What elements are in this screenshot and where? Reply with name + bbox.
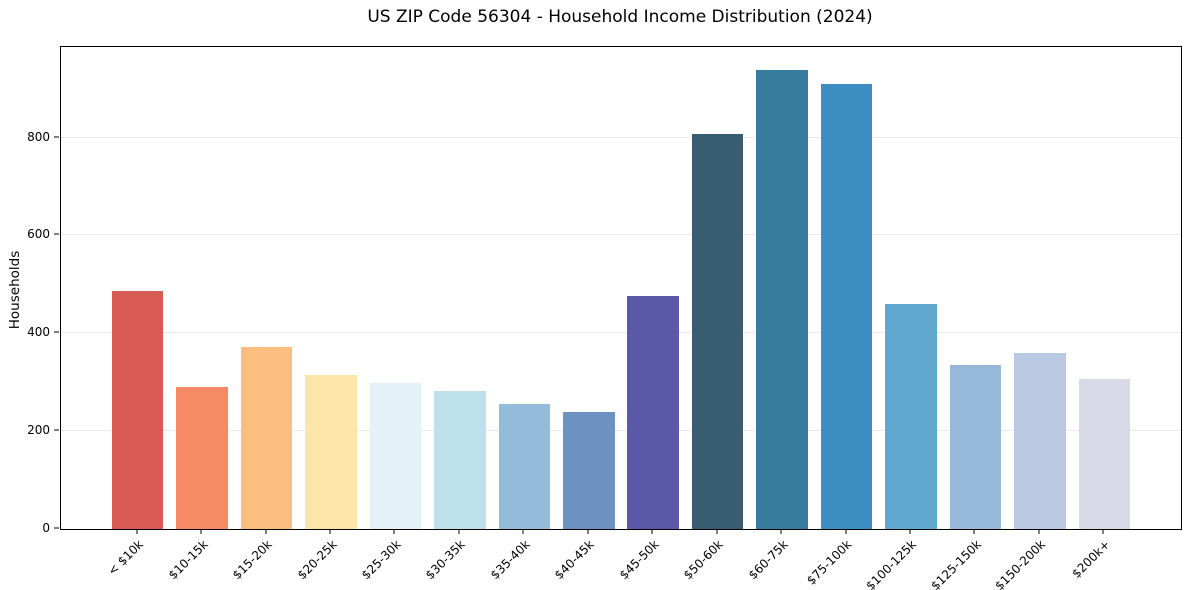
- bar--15-20k: [240, 347, 293, 529]
- x-tick-label: $150-200k: [992, 537, 1049, 590]
- y-tick-mark: [54, 233, 59, 235]
- x-tick-mark: [909, 529, 911, 534]
- x-tick-mark: [329, 529, 331, 534]
- x-tick-mark: [1102, 529, 1104, 534]
- x-tick-label: $25-30k: [358, 537, 404, 583]
- y-tick-label: 0: [42, 521, 50, 535]
- gridline-y-800: [61, 136, 1181, 138]
- gridline-y-200: [61, 430, 1181, 432]
- x-tick-mark: [458, 529, 460, 534]
- x-tick-mark: [716, 529, 718, 534]
- bar--150-200k: [1014, 352, 1066, 529]
- y-tick-label: 400: [27, 325, 50, 340]
- y-tick-mark: [54, 331, 59, 333]
- x-tick-mark: [845, 529, 847, 534]
- y-tick-mark: [54, 136, 59, 138]
- x-tick-mark: [587, 529, 589, 534]
- x-tick-label: $30-35k: [423, 537, 469, 583]
- x-tick-label: < $10k: [105, 537, 146, 579]
- plot-area: [60, 46, 1182, 530]
- x-tick-mark: [780, 529, 782, 534]
- y-tick-mark: [54, 429, 59, 431]
- x-tick-label: $100-125k: [863, 537, 920, 590]
- bar--125-150k: [949, 365, 1002, 529]
- gridline-y-600: [61, 234, 1181, 236]
- y-axis: 0 200 400 600 800: [0, 46, 60, 534]
- bar--45-50k: [627, 296, 679, 529]
- chart-title: US ZIP Code 56304 - Household Income Dis…: [367, 7, 873, 27]
- x-tick-label: $35-40k: [487, 537, 533, 583]
- gridline-y-400: [61, 332, 1181, 334]
- x-tick-label: $20-25k: [294, 537, 340, 583]
- x-axis: < $10k $10-15k $15-20k $20-25k $25-30k $30-35…: [60, 529, 1180, 590]
- y-tick-label: 800: [27, 129, 50, 144]
- y-tick-label: 600: [27, 227, 50, 242]
- x-tick-label: $40-45k: [552, 537, 597, 583]
- x-tick-label: $125-150k: [927, 537, 984, 590]
- bar--75-100k: [820, 83, 873, 529]
- bar--20-25k: [305, 374, 357, 529]
- x-tick-mark: [973, 529, 975, 534]
- bar--10-15k: [176, 387, 228, 529]
- bar--40-45k: [563, 411, 615, 529]
- bar--60-75k: [756, 70, 808, 529]
- x-tick-mark: [200, 529, 202, 534]
- bar--35-40k: [498, 403, 551, 529]
- bar--30-35k: [434, 391, 486, 529]
- x-tick-mark: [136, 529, 138, 534]
- x-tick-label: $45-50k: [616, 537, 662, 583]
- x-tick-label: $200k+: [1069, 537, 1113, 581]
- x-tick-label: $10-15k: [165, 537, 211, 583]
- x-tick-label: $15-20k: [229, 537, 275, 583]
- x-tick-mark: [393, 529, 395, 534]
- x-tick-mark: [651, 529, 653, 534]
- x-tick-mark: [265, 529, 267, 534]
- bar--10k: [111, 290, 164, 529]
- bar--100-125k: [885, 304, 937, 529]
- x-tick-mark: [1038, 529, 1040, 534]
- bar--25-30k: [369, 383, 422, 529]
- bar--50-60k: [691, 134, 744, 529]
- x-tick-label: $60-75k: [745, 537, 791, 583]
- x-tick-label: $75-100k: [804, 537, 855, 588]
- x-tick-label: $50-60k: [680, 537, 726, 583]
- x-tick-mark: [522, 529, 524, 534]
- y-tick-mark: [54, 527, 59, 529]
- bar--200k+: [1078, 378, 1131, 529]
- y-tick-label: 200: [27, 423, 50, 438]
